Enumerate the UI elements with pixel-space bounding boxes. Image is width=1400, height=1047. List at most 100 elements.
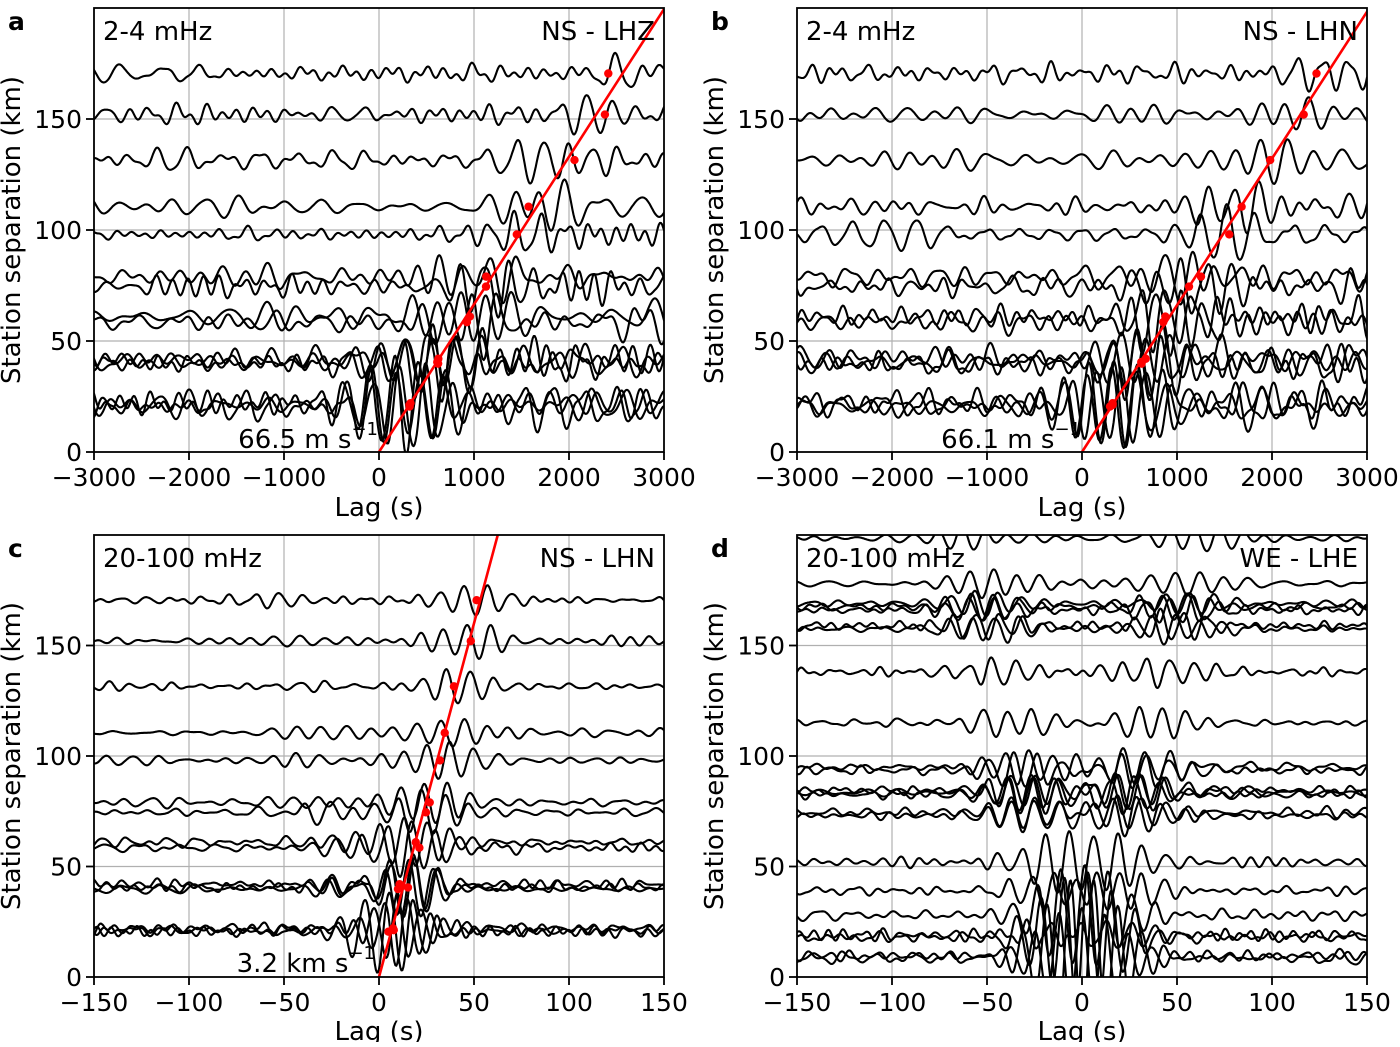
- fit-dot: [462, 317, 472, 327]
- fit-dot: [433, 359, 443, 368]
- axis-ticks: −3000 −2000 −1000 0 1000 2000 3000 0 50 100 150: [34, 105, 696, 492]
- trace-line: [94, 209, 664, 254]
- grid-lines: [797, 535, 1367, 977]
- trace-line: [797, 906, 1367, 977]
- fit-line: [377, 8, 664, 452]
- trace-line: [797, 138, 1367, 185]
- y-tick-label: 50: [753, 327, 785, 356]
- x-tick-label: 3000: [632, 463, 696, 492]
- velocity-exponent: −1: [351, 419, 378, 440]
- fit-dot: [421, 808, 431, 817]
- trace-line: [797, 775, 1367, 816]
- x-tick-label: −3000: [755, 463, 840, 492]
- trace-line: [94, 334, 664, 403]
- axis-ticks: −150 −100 −50 0 50 100 150 0 50 100 150: [737, 632, 1391, 1018]
- band-label: 20-100 mHz: [806, 544, 965, 574]
- band-label: 2-4 mHz: [806, 17, 915, 47]
- trace-line: [797, 250, 1367, 306]
- trace-line: [94, 853, 664, 916]
- x-tick-label: 50: [458, 988, 490, 1017]
- trace-line: [797, 871, 1367, 911]
- fit-dot: [524, 202, 533, 211]
- fit-dot: [600, 110, 610, 119]
- panel-c: −150 −100 −50 0 50 100 150 0 50 100 150 c 20-100 m…: [0, 534, 688, 1047]
- trace-line: [94, 718, 664, 748]
- y-tick-label: 0: [769, 963, 785, 992]
- x-tick-label: −150: [763, 988, 832, 1017]
- trace-line: [797, 203, 1367, 261]
- fit-dot: [466, 636, 475, 646]
- x-tick-label: 0: [371, 463, 387, 492]
- trace-line: [797, 589, 1367, 618]
- moveout-fit: [1080, 9, 1367, 452]
- trace-line: [94, 781, 664, 825]
- trace-line: [94, 290, 664, 342]
- trace-line: [797, 366, 1367, 450]
- velocity-value: 66.5 m s: [238, 425, 351, 455]
- trace-line: [94, 820, 664, 878]
- trace-line: [94, 364, 664, 444]
- fit-dot: [481, 282, 491, 291]
- velocity-label: 66.5 m s−1: [238, 419, 378, 455]
- fit-dot: [472, 595, 481, 605]
- trace-line: [94, 259, 664, 319]
- x-tick-label: −2000: [147, 463, 232, 492]
- trace-line: [94, 51, 664, 88]
- x-tick-label: −150: [60, 988, 129, 1017]
- y-tick-label: 50: [753, 853, 785, 882]
- y-axis-title: Station separation (km): [700, 602, 730, 910]
- trace-line: [797, 331, 1367, 401]
- x-tick-label: 150: [640, 988, 688, 1017]
- y-tick-label: 0: [769, 438, 785, 467]
- fit-dot: [415, 843, 424, 852]
- trace-line: [797, 289, 1367, 357]
- x-tick-label: 150: [1343, 988, 1391, 1017]
- fit-dot: [393, 884, 403, 894]
- fit-line: [1080, 9, 1367, 452]
- velocity-value: 3.2 km s: [237, 949, 349, 979]
- grid-lines: [94, 8, 664, 452]
- component-label: NS - LHN: [1243, 17, 1358, 47]
- fit-dot: [512, 230, 521, 239]
- y-axis-title: Station separation (km): [0, 76, 27, 384]
- trace-line: [797, 796, 1367, 838]
- band-label: 2-4 mHz: [103, 17, 212, 47]
- panel-letter: b: [711, 7, 729, 36]
- y-tick-label: 50: [50, 853, 82, 882]
- fit-dot: [449, 682, 459, 691]
- x-tick-label: 0: [1074, 988, 1090, 1017]
- trace-line: [797, 535, 1367, 553]
- x-tick-label: 50: [1161, 988, 1193, 1017]
- waveform-traces: [94, 51, 664, 452]
- x-tick-label: −2000: [850, 463, 935, 492]
- x-tick-label: 1000: [442, 463, 506, 492]
- waveform-traces: [94, 584, 664, 974]
- y-tick-label: 100: [34, 216, 82, 245]
- component-label: NS - LHN: [540, 544, 655, 574]
- fit-dot: [1196, 272, 1206, 281]
- trace-line: [797, 594, 1367, 624]
- x-tick-label: 2000: [1240, 463, 1304, 492]
- x-tick-label: −1000: [242, 463, 327, 492]
- trace-line: [797, 360, 1367, 449]
- x-tick-label: 100: [545, 988, 593, 1017]
- axis-ticks: −3000 −2000 −1000 0 1000 2000 3000 0 50 100 150: [737, 105, 1399, 492]
- x-tick-label: 2000: [537, 463, 601, 492]
- x-tick-label: 0: [1074, 463, 1090, 492]
- panel-letter: a: [8, 7, 25, 36]
- trace-line: [797, 751, 1367, 790]
- component-label: NS - LHZ: [541, 17, 655, 47]
- trace-line: [94, 816, 664, 867]
- y-tick-label: 100: [737, 742, 785, 771]
- trace-line: [94, 891, 664, 974]
- x-tick-label: 100: [1248, 988, 1296, 1017]
- trace-line: [797, 656, 1367, 690]
- y-tick-label: 100: [34, 742, 82, 771]
- x-tick-label: −50: [258, 988, 311, 1017]
- fit-dot: [384, 927, 393, 936]
- y-tick-label: 150: [34, 632, 82, 661]
- fit-dot: [1184, 282, 1194, 291]
